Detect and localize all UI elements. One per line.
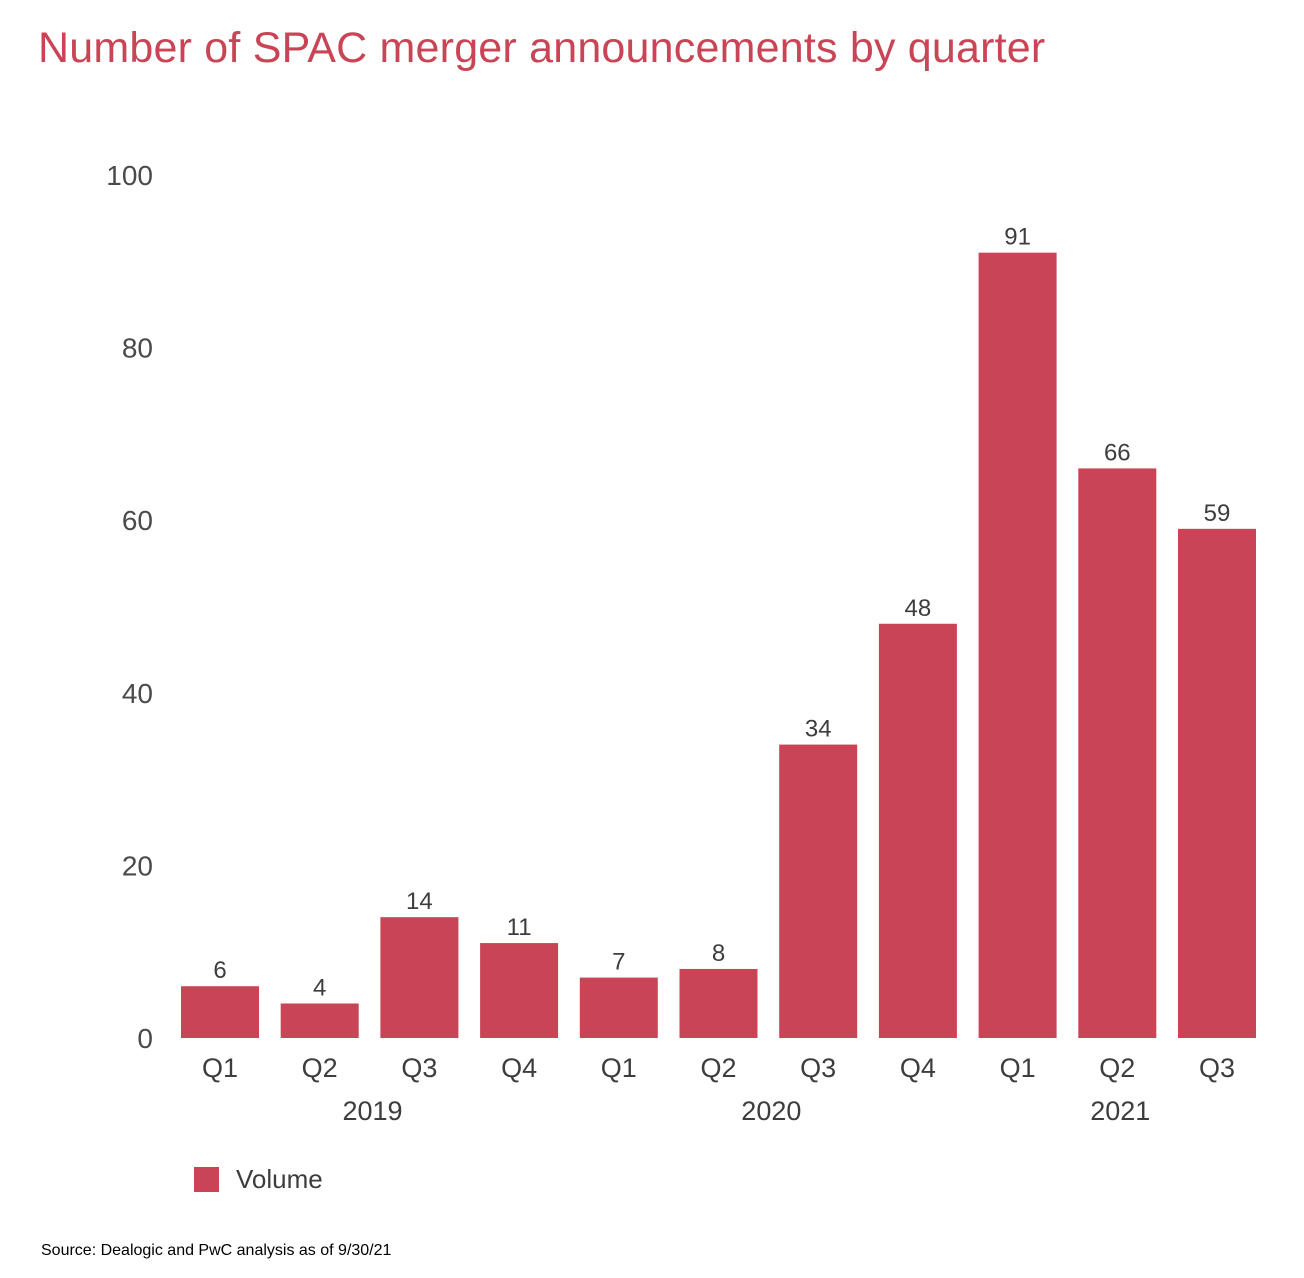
data-label-7: 34	[805, 716, 832, 743]
data-label-3: 14	[406, 888, 433, 915]
bars-group	[181, 252, 1256, 1039]
x-axis: Q1 Q2 Q3 Q4 Q1 Q2 Q3 Q4 Q1 Q2 Q3	[202, 1053, 1235, 1083]
data-label-8: 48	[905, 595, 932, 622]
bar-8	[878, 623, 957, 1038]
bar-6	[679, 968, 758, 1038]
data-label-5: 7	[612, 949, 625, 976]
x-tick-label-2: Q2	[302, 1053, 338, 1083]
year-label-2019: 2019	[343, 1096, 403, 1126]
bar-4	[480, 943, 559, 1038]
data-label-4: 11	[507, 914, 532, 941]
data-label-9: 91	[1004, 224, 1031, 251]
x-tick-label-3: Q3	[401, 1053, 437, 1083]
bar-7	[779, 744, 858, 1038]
bar-11	[1178, 528, 1256, 1038]
y-axis: 0 20 40 60 80 100	[106, 160, 153, 1054]
bar-2	[280, 1003, 359, 1038]
bar-1	[181, 986, 259, 1038]
y-tick-label-40: 40	[122, 678, 153, 709]
data-label-2: 4	[313, 974, 326, 1001]
bar-3	[380, 917, 459, 1038]
data-label-1: 6	[213, 957, 226, 984]
x-tick-label-4: Q4	[501, 1053, 537, 1083]
data-label-10: 66	[1104, 439, 1131, 466]
legend-label-volume: Volume	[236, 1164, 323, 1194]
y-tick-label-0: 0	[137, 1023, 153, 1054]
data-label-11: 59	[1204, 500, 1231, 527]
chart-title: Number of SPAC merger announcements by q…	[38, 24, 1046, 72]
source-note: Source: Dealogic and PwC analysis as of …	[41, 1242, 392, 1259]
bar-5	[579, 977, 658, 1038]
year-label-2020: 2020	[741, 1096, 801, 1126]
year-axis: 2019 2020 2021	[343, 1096, 1151, 1126]
x-tick-label-8: Q4	[900, 1053, 936, 1083]
bar-9	[978, 252, 1057, 1039]
legend: Volume	[194, 1164, 323, 1195]
bar-10	[1078, 468, 1157, 1038]
data-labels-group: 6 4 14 11 7 8 34 48 91 66 59	[213, 224, 1230, 1002]
x-tick-label-5: Q1	[601, 1053, 637, 1083]
y-tick-label-100: 100	[106, 160, 153, 191]
x-tick-label-10: Q2	[1099, 1053, 1135, 1083]
x-tick-label-6: Q2	[700, 1053, 736, 1083]
y-tick-label-80: 80	[122, 333, 153, 364]
x-tick-label-11: Q3	[1199, 1053, 1235, 1083]
y-tick-label-60: 60	[122, 505, 153, 536]
x-tick-label-9: Q1	[1000, 1053, 1036, 1083]
data-label-6: 8	[712, 940, 725, 967]
x-tick-label-1: Q1	[202, 1053, 238, 1083]
x-tick-label-7: Q3	[800, 1053, 836, 1083]
year-label-2021: 2021	[1090, 1096, 1150, 1126]
legend-swatch-volume	[194, 1167, 219, 1192]
y-tick-label-20: 20	[122, 850, 153, 881]
